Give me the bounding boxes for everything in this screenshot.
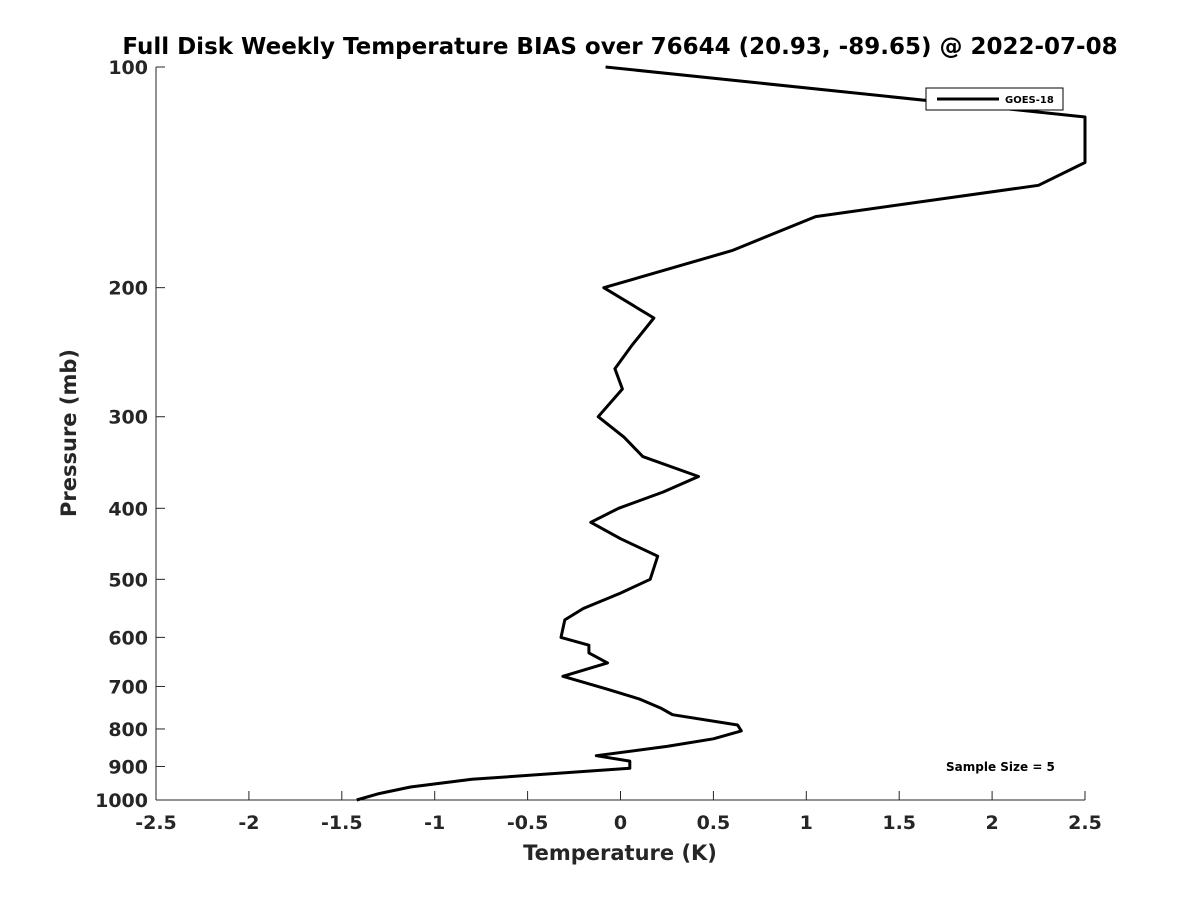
x-tick-label: -2 [238, 812, 259, 834]
y-axis-label: Pressure (mb) [57, 349, 81, 517]
x-tick-label: 0 [614, 812, 627, 834]
y-tick-label: 800 [108, 719, 148, 741]
y-tick-label: 500 [108, 569, 148, 591]
y-tick-label: 400 [108, 498, 148, 520]
x-axis-ticks: -2.5 -2 -1.5 -1 -0.5 0 0.5 1 1.5 2 2.5 [135, 791, 1102, 834]
x-tick-label: -1.5 [321, 812, 363, 834]
y-tick-label: 1000 [95, 790, 148, 812]
x-tick-label: -0.5 [507, 812, 549, 834]
x-tick-label: 2.5 [1068, 812, 1102, 834]
sample-size-annotation: Sample Size = 5 [946, 760, 1055, 774]
y-axis-ticks: 100 200 300 400 500 600 700 800 900 1000 [95, 57, 165, 812]
y-tick-label: 200 [108, 278, 148, 300]
x-tick-label: 1 [800, 812, 813, 834]
y-tick-label: 700 [108, 676, 148, 698]
x-tick-label: -1 [424, 812, 445, 834]
y-tick-label: 900 [108, 756, 148, 778]
x-tick-label: 0.5 [697, 812, 731, 834]
legend: GOES-18 [925, 87, 1064, 111]
x-tick-label: -2.5 [135, 812, 177, 834]
chart-title: Full Disk Weekly Temperature BIAS over 7… [122, 34, 1117, 60]
y-tick-label: 300 [108, 407, 148, 429]
x-tick-label: 2 [985, 812, 998, 834]
x-tick-label: 1.5 [882, 812, 916, 834]
y-tick-label: 600 [108, 627, 148, 649]
series-line-goes-18 [356, 65, 1087, 802]
legend-label-goes-18: GOES-18 [1005, 95, 1054, 106]
y-tick-label: 100 [108, 57, 148, 79]
x-axis-label: Temperature (K) [523, 841, 717, 865]
